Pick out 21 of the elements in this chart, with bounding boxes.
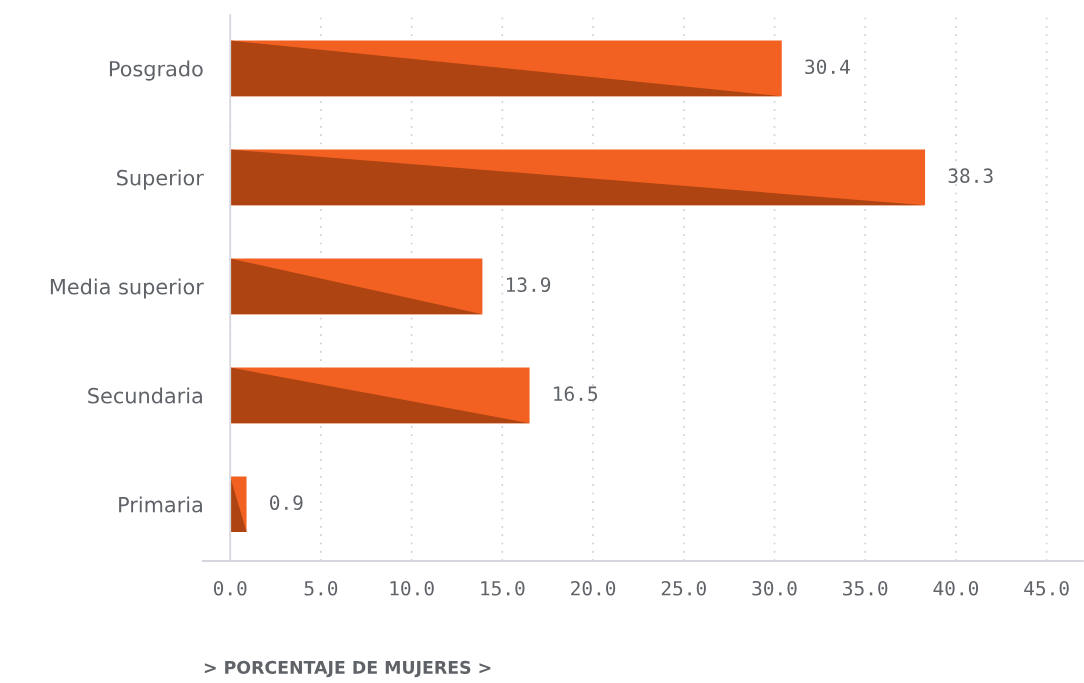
x-tick-label: 10.0	[390, 580, 434, 596]
y-tick-label: Secundaria	[88, 387, 202, 404]
y-tick-label: Media superior	[50, 278, 204, 299]
x-tick-label: 45.0	[1024, 580, 1069, 596]
y-tick-label: Posgrado	[109, 60, 203, 81]
x-tick-label: 15.0	[481, 580, 525, 596]
data-label: 16.5	[554, 386, 598, 402]
x-axis-title: > PORCENTAJE DE MUJERES >	[204, 660, 491, 678]
x-tick-label: 5.0	[304, 580, 338, 596]
x-tick-label: 30.0	[752, 580, 797, 596]
data-label: 13.9	[506, 277, 551, 293]
data-label: 38.3	[948, 168, 993, 184]
x-tick-label: 40.0	[933, 580, 979, 596]
data-label: 0.9	[270, 495, 303, 511]
y-tick-label: Superior	[117, 169, 204, 190]
x-tick-label: 35.0	[843, 580, 888, 596]
x-tick-label: 20.0	[571, 580, 616, 596]
x-tick-label: 0.0	[213, 580, 247, 596]
data-label: 30.4	[805, 59, 850, 75]
x-tick-label: 25.0	[661, 580, 706, 596]
y-tick-label: Primaria	[119, 496, 202, 513]
